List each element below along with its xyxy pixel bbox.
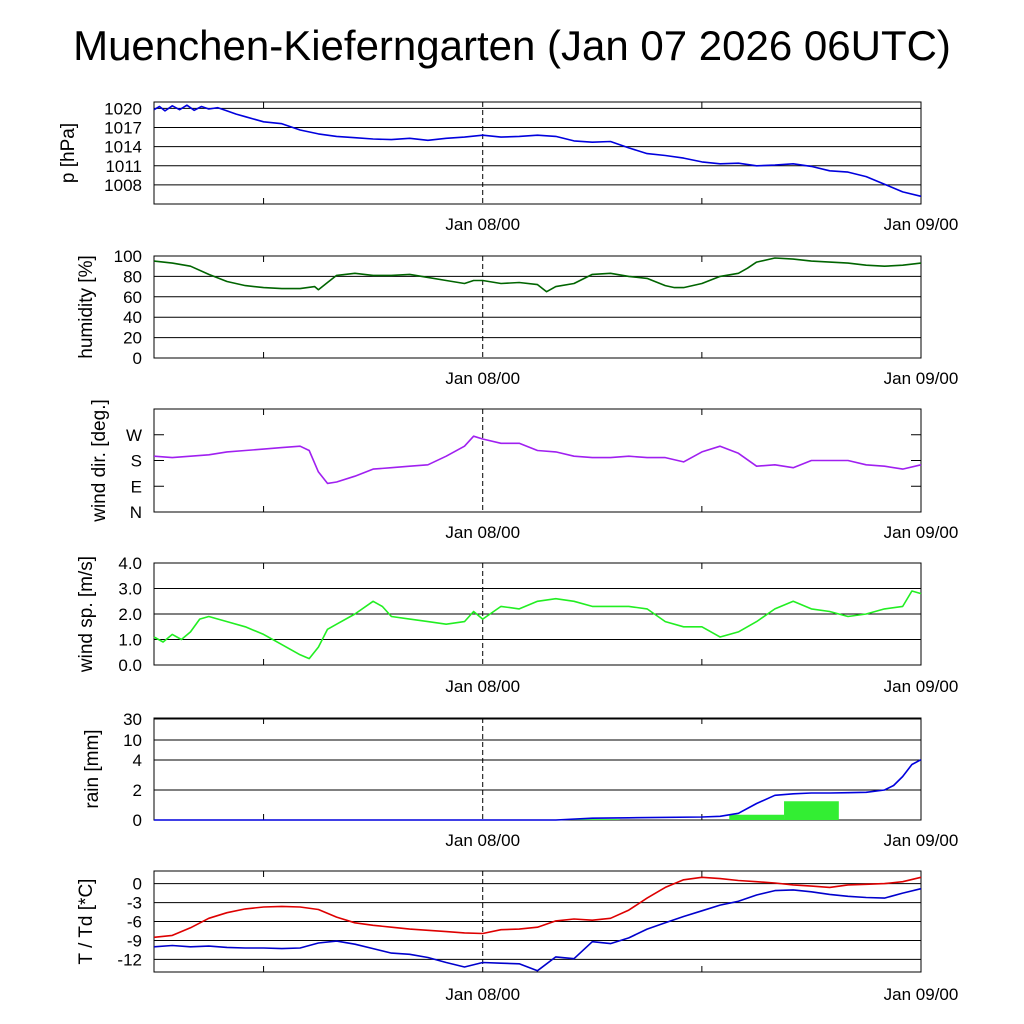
series-line-rain_line <box>154 758 922 821</box>
y-tick-label: E <box>131 477 142 496</box>
plot-frame <box>153 408 922 513</box>
y-tick-label: N <box>130 503 142 522</box>
y-axis-label: wind sp. [m/s] <box>76 556 97 673</box>
y-tick-label: 100 <box>114 247 142 266</box>
y-tick-label: W <box>126 426 142 445</box>
y-tick-label: 10 <box>123 731 142 750</box>
y-tick-label: 20 <box>123 329 142 348</box>
x-tick-label: Jan 09/00 <box>884 677 959 696</box>
series-line-pressure <box>153 104 922 198</box>
y-tick-label: -12 <box>117 950 142 969</box>
y-tick-label: -3 <box>127 894 142 913</box>
plot-frame <box>153 255 922 359</box>
y-tick-label: 4 <box>133 751 142 770</box>
x-tick-label: Jan 09/00 <box>884 215 959 234</box>
y-tick-label: 0 <box>133 811 142 830</box>
y-tick-label: 2.0 <box>118 605 142 624</box>
rain-bar <box>729 814 785 820</box>
y-tick-label: S <box>131 452 142 471</box>
y-tick-label: 30 <box>123 710 142 729</box>
y-axis-label: p [hPa] <box>58 123 79 183</box>
y-tick-label: 80 <box>123 267 142 286</box>
y-tick-label: 0.0 <box>118 656 142 675</box>
x-tick-label: Jan 09/00 <box>884 831 959 850</box>
x-tick-label: Jan 09/00 <box>884 985 959 1004</box>
x-tick-label: Jan 08/00 <box>445 523 520 542</box>
y-tick-label: 1014 <box>104 138 142 157</box>
series-line-temperature <box>153 876 922 939</box>
y-tick-label: 1011 <box>105 157 142 176</box>
y-tick-label: 3.0 <box>118 580 142 599</box>
panel-rain: 0 2 410 30 Jan 08/00 Jan 09/00 rain [mm] <box>82 710 958 850</box>
y-tick-label: 40 <box>123 308 142 327</box>
panel-wind_speed: 0.0 1.0 2.0 3.0 4.0 Jan 08/00 Jan 09/00 wind sp… <box>76 554 958 696</box>
y-tick-label: 1017 <box>104 119 142 138</box>
plot-frame <box>153 101 922 205</box>
x-tick-label: Jan 08/00 <box>445 677 520 696</box>
x-tick-label: Jan 08/00 <box>445 985 520 1004</box>
chart-title: Muenchen-Kieferngarten (Jan 07 2026 06UT… <box>73 22 951 69</box>
y-tick-label: 1008 <box>104 176 142 195</box>
y-tick-label: -9 <box>127 931 142 950</box>
y-axis-label: T / Td [*C] <box>76 879 97 965</box>
series-line-humidity <box>153 257 922 293</box>
x-tick-label: Jan 09/00 <box>884 369 959 388</box>
rain-bar <box>784 801 839 820</box>
y-axis-label: wind dir. [deg.] <box>89 399 110 523</box>
y-tick-label: -6 <box>127 913 142 932</box>
x-tick-label: Jan 08/00 <box>445 215 520 234</box>
x-tick-label: Jan 09/00 <box>884 523 959 542</box>
series-line-dewpoint <box>153 887 922 972</box>
y-tick-label: 0 <box>133 349 142 368</box>
panel-temperature: -12-9-6-30 Jan 08/00 Jan 09/00 T / Td [*C] <box>76 870 959 1004</box>
y-tick-label: 60 <box>123 288 142 307</box>
x-tick-label: Jan 08/00 <box>445 369 520 388</box>
y-tick-label: 1.0 <box>118 631 142 650</box>
y-axis-label: rain [mm] <box>82 729 103 808</box>
rain-bar <box>564 819 620 820</box>
y-axis-label: humidity [%] <box>76 255 97 358</box>
x-tick-label: Jan 08/00 <box>445 831 520 850</box>
y-tick-label: 2 <box>133 781 142 800</box>
series-line-wind_dir <box>153 435 922 485</box>
series-line-wind_speed <box>153 590 922 660</box>
y-tick-label: 1020 <box>104 99 142 118</box>
y-tick-label: 0 <box>133 875 142 894</box>
y-tick-label: 4.0 <box>118 554 142 573</box>
